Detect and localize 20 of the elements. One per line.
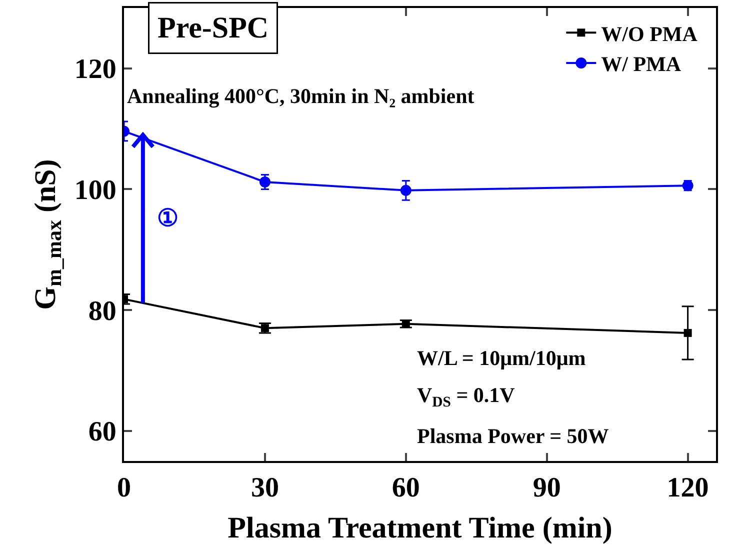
annotation: ①	[157, 206, 179, 232]
x-tick-label: 0	[117, 472, 131, 504]
point	[400, 184, 412, 196]
x-tick-label: 60	[392, 472, 420, 504]
x-axis-title: Plasma Treatment Time (min)	[228, 512, 612, 545]
point	[259, 176, 270, 188]
x-tick-label: 120	[666, 472, 709, 504]
annotation: Pre-SPC	[158, 12, 269, 44]
y-tick-label: 100	[74, 175, 116, 206]
annotation: V$_{DS}$ = 0.1V	[417, 383, 515, 410]
y-tick-label: 80	[88, 296, 116, 327]
x-tick-label: 90	[532, 472, 561, 504]
annotation: Plasma Power = 50W	[417, 424, 609, 448]
x-tick-label: 30	[250, 472, 279, 504]
annotation: W/L = 10μm/10μm	[417, 346, 586, 370]
y-tick-label: 120	[74, 54, 116, 86]
legend-label: W/O PMA	[601, 22, 698, 46]
y-tick-label: 60	[88, 416, 116, 448]
legend-label: W/ PMA	[601, 52, 682, 76]
annotation: Annealing 400°C, 30min in N₂ ambient	[127, 84, 474, 108]
